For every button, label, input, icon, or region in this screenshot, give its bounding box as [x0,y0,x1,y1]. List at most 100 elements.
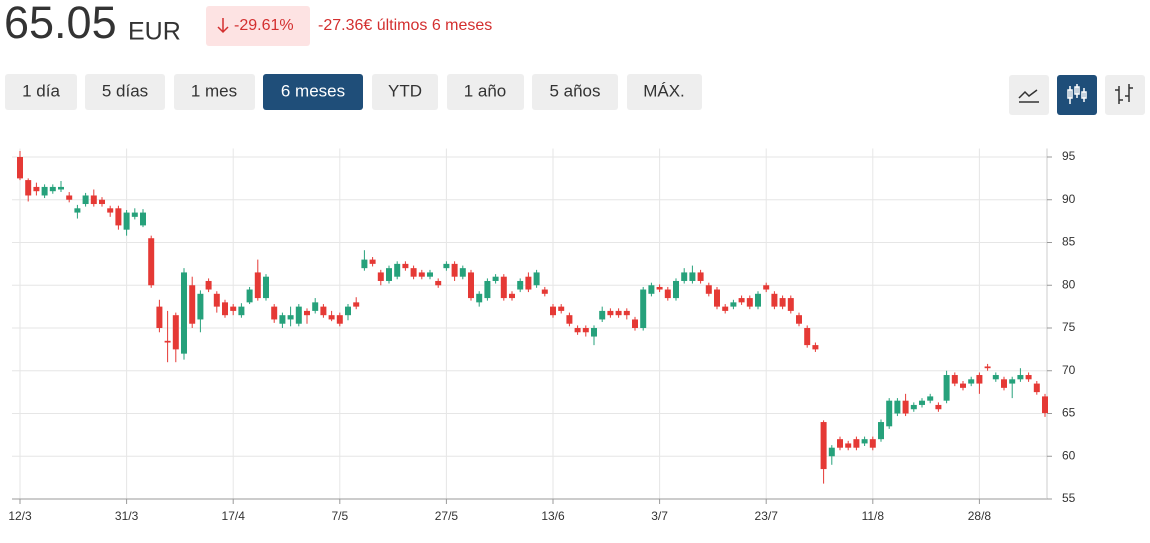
y-tick-label: 85 [1062,235,1076,249]
candle-body [90,195,97,205]
candle-body [910,404,917,410]
candle-body [164,340,171,343]
candle-body [66,195,73,200]
line-icon [1018,89,1039,103]
candle-body [935,404,942,410]
candle-body [599,310,606,320]
x-tick-label: 7/5 [331,509,348,523]
candle-body [681,272,688,281]
candle-body [468,272,474,299]
candle-body [943,375,950,401]
candle-body [156,306,163,328]
candle-body [140,212,146,226]
candle-body [451,263,458,277]
candle-body [894,400,901,414]
candle-body [74,208,81,213]
range-buttons: 1 día 5 días 1 mes 6 meses YTD 1 año 5 a… [5,74,702,110]
range-button[interactable] [174,74,255,110]
candle-body [845,443,852,448]
candle-body [238,306,245,316]
candle-body [123,212,130,230]
x-tick-label: 11/8 [862,509,885,523]
range-button[interactable] [627,74,702,110]
candle-body [345,306,351,316]
candle-body [837,439,843,448]
candle-body [230,306,237,311]
candle-body [787,298,794,311]
candle-body [58,186,64,190]
candle-body [648,285,655,294]
range-button[interactable] [85,74,165,110]
candle-body [804,328,811,346]
range-button[interactable] [372,74,438,110]
y-tick-label: 90 [1062,192,1076,206]
candle-body [869,439,876,448]
candle-body [656,286,663,290]
candle-body [222,302,228,316]
range-button[interactable] [263,74,363,110]
candle-body [927,396,934,401]
range-button-label[interactable]: 6 meses [281,81,345,100]
candle-body [427,272,433,277]
candle-body [632,319,638,328]
range-button-label[interactable]: 5 días [102,81,148,100]
range-button-label[interactable]: 1 año [464,81,507,100]
candle-body [148,238,155,286]
candle-body [878,422,884,440]
range-button-label[interactable]: YTD [388,81,422,100]
candle-body [17,157,23,179]
candle-body [919,400,925,405]
candle-body [353,302,360,307]
candle-body [435,280,442,286]
candle-body [558,306,565,311]
candle-body [304,310,310,316]
candle-body [25,180,32,196]
candle-body [886,400,893,427]
candle-body [361,259,368,269]
candle-body [1001,379,1007,388]
candle-body [246,289,253,303]
candle-body [500,276,507,299]
candle-body [197,293,204,320]
range-button-label[interactable]: 5 años [549,81,600,100]
range-button[interactable] [447,74,524,110]
candle-body [443,263,450,269]
candle-body [394,263,401,277]
candle-body [960,383,966,388]
change-text: -27.36€ últimos 6 meses [318,17,492,34]
candle-body [295,306,302,324]
candle-body [418,272,425,277]
y-tick-label: 60 [1062,448,1076,462]
change-percent: -29.61% [234,17,294,34]
ohlc-chart-button[interactable] [1105,75,1145,115]
range-button-label[interactable]: 1 mes [191,81,237,100]
range-button[interactable] [5,74,77,110]
x-tick-label: 13/6 [541,509,565,523]
candle-body [525,276,532,290]
candle-body [115,208,122,226]
candle-body [697,272,704,281]
range-button-label[interactable]: 1 día [22,81,60,100]
candle-body [714,289,720,307]
range-button-label[interactable]: MÁX. [643,81,685,100]
ohlc-icon [1115,84,1133,104]
candle-body [1009,379,1016,384]
candle-body [976,375,983,384]
candle-body [771,293,778,307]
range-button[interactable] [532,74,618,110]
candle-body [320,306,327,316]
candle-body [984,366,991,369]
candle-body [812,345,819,350]
candle-body [172,315,179,350]
candle-body [213,293,220,307]
candle-body [386,268,392,281]
candle-body [861,439,868,444]
candle-body [476,293,483,303]
candle-body [312,302,319,311]
candle-body [550,306,556,316]
down-arrow-icon [217,18,229,34]
candle-body [796,315,802,324]
candle-body [730,302,737,307]
candle-body [287,315,294,320]
candle-body [853,439,860,448]
